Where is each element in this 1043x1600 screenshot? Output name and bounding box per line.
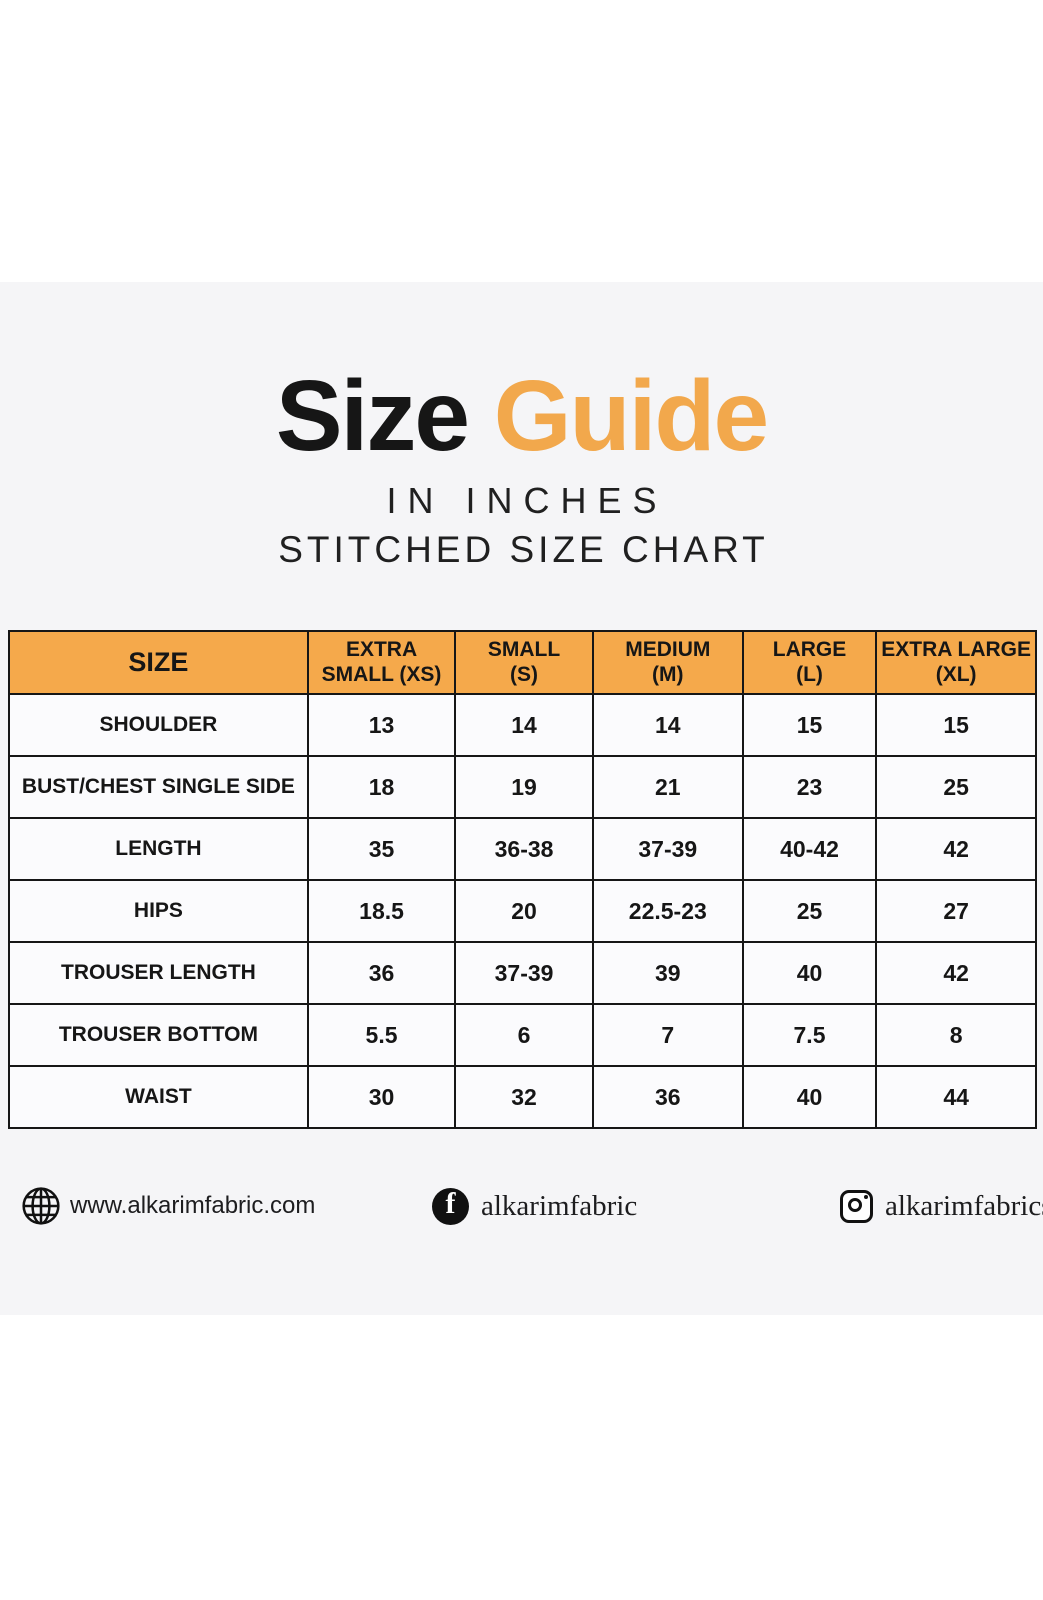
header-line: SMALL (XS) xyxy=(321,662,442,686)
title-word-size: Size xyxy=(275,360,470,472)
size-value-cell: 15 xyxy=(741,693,878,757)
size-value-cell: 20 xyxy=(454,879,594,943)
header-line: SIZE xyxy=(128,646,189,677)
facebook-handle: alkarimfabric xyxy=(481,1189,638,1222)
size-value-cell: 25 xyxy=(875,755,1037,819)
header-line: EXTRA xyxy=(345,637,418,661)
table-row-trouser-bottom: TROUSER BOTTOM 5.5 6 7 7.5 8 xyxy=(8,1003,1037,1067)
size-value-cell: 18 xyxy=(306,755,457,819)
header-line: EXTRA LARGE xyxy=(881,637,1031,661)
row-label: HIPS xyxy=(8,879,309,943)
title-block: Size Guide IN INCHES STITCHED SIZE CHART xyxy=(0,366,1043,571)
size-value-cell: 18.5 xyxy=(306,879,457,943)
title-word-guide: Guide xyxy=(493,360,769,472)
size-value-cell: 36 xyxy=(591,1065,744,1129)
header-line: MEDIUM xyxy=(625,637,711,661)
table-row-trouser-length: TROUSER LENGTH 36 37-39 39 40 42 xyxy=(8,941,1037,1005)
size-value-cell: 22.5-23 xyxy=(591,879,744,943)
page-title: Size Guide xyxy=(0,366,1043,466)
instagram-dot xyxy=(864,1194,868,1199)
table-header-row: SIZE EXTRA SMALL (XS) SMALL (S) MEDIUM (M) … xyxy=(8,630,1037,695)
size-value-cell: 5.5 xyxy=(306,1003,457,1067)
header-line: (S) xyxy=(510,662,539,686)
size-value-cell: 27 xyxy=(875,879,1037,943)
size-value-cell: 14 xyxy=(454,693,594,757)
size-value-cell: 14 xyxy=(591,693,744,757)
size-value-cell: 6 xyxy=(454,1003,594,1067)
size-value-cell: 35 xyxy=(306,817,457,881)
table-row-bust-chest: BUST/CHEST SINGLE SIDE 18 19 21 23 25 xyxy=(8,755,1037,819)
header-cell-xs: EXTRA SMALL (XS) xyxy=(306,630,457,695)
row-label: TROUSER BOTTOM xyxy=(8,1003,309,1067)
globe-icon xyxy=(22,1187,60,1225)
facebook-icon: f xyxy=(432,1187,469,1225)
footer-website: www.alkarimfabric.com xyxy=(20,1184,315,1228)
instagram-lens xyxy=(848,1197,862,1212)
size-value-cell: 39 xyxy=(591,941,744,1005)
size-value-cell: 40 xyxy=(741,1065,878,1129)
subtitle-in-inches: IN INCHES xyxy=(386,480,668,521)
size-value-cell: 44 xyxy=(875,1065,1037,1129)
header-line: LARGE xyxy=(772,637,847,661)
header-line: SMALL xyxy=(487,637,561,661)
header-line: (M) xyxy=(652,662,684,686)
size-chart-table: SIZE EXTRA SMALL (XS) SMALL (S) MEDIUM (M) … xyxy=(8,630,1037,1129)
size-value-cell: 42 xyxy=(875,817,1037,881)
size-value-cell: 7.5 xyxy=(741,1003,878,1067)
table-row-length: LENGTH 35 36-38 37-39 40-42 42 xyxy=(8,817,1037,881)
table-row-hips: HIPS 18.5 20 22.5-23 25 27 xyxy=(8,879,1037,943)
subtitle-stitched-size-chart: STITCHED SIZE CHART xyxy=(278,529,769,570)
row-label: WAIST xyxy=(8,1065,309,1129)
header-cell-s: SMALL (S) xyxy=(454,630,594,695)
row-label: LENGTH xyxy=(8,817,309,881)
size-value-cell: 13 xyxy=(306,693,457,757)
table-row-waist: WAIST 30 32 36 40 44 xyxy=(8,1065,1037,1129)
size-value-cell: 8 xyxy=(875,1003,1037,1067)
header-line: (L) xyxy=(796,662,823,686)
footer-instagram: alkarimfabrics xyxy=(840,1184,1043,1228)
size-value-cell: 23 xyxy=(741,755,878,819)
row-label: SHOULDER xyxy=(8,693,309,757)
size-value-cell: 40 xyxy=(741,941,878,1005)
size-value-cell: 30 xyxy=(306,1065,457,1129)
row-label: BUST/CHEST SINGLE SIDE xyxy=(8,755,309,819)
size-value-cell: 40-42 xyxy=(741,817,878,881)
size-value-cell: 7 xyxy=(591,1003,744,1067)
website-url: www.alkarimfabric.com xyxy=(70,1192,316,1219)
size-value-cell: 36-38 xyxy=(454,817,594,881)
size-value-cell: 21 xyxy=(591,755,744,819)
table-row-shoulder: SHOULDER 13 14 14 15 15 xyxy=(8,693,1037,757)
size-value-cell: 25 xyxy=(741,879,878,943)
instagram-handle: alkarimfabrics xyxy=(885,1189,1043,1222)
row-label: TROUSER LENGTH xyxy=(8,941,309,1005)
size-value-cell: 37-39 xyxy=(454,941,594,1005)
title-space xyxy=(468,360,494,472)
header-cell-l: LARGE (L) xyxy=(741,630,878,695)
header-cell-size: SIZE xyxy=(8,630,309,695)
size-value-cell: 36 xyxy=(306,941,457,1005)
size-value-cell: 19 xyxy=(454,755,594,819)
header-cell-xl: EXTRA LARGE (XL) xyxy=(875,630,1037,695)
size-value-cell: 32 xyxy=(454,1065,594,1129)
header-cell-m: MEDIUM (M) xyxy=(591,630,744,695)
size-value-cell: 37-39 xyxy=(591,817,744,881)
header-line: (XL) xyxy=(935,662,977,686)
size-value-cell: 15 xyxy=(875,693,1037,757)
instagram-icon xyxy=(840,1189,873,1223)
footer-facebook: f alkarimfabric xyxy=(432,1184,637,1228)
size-value-cell: 42 xyxy=(875,941,1037,1005)
